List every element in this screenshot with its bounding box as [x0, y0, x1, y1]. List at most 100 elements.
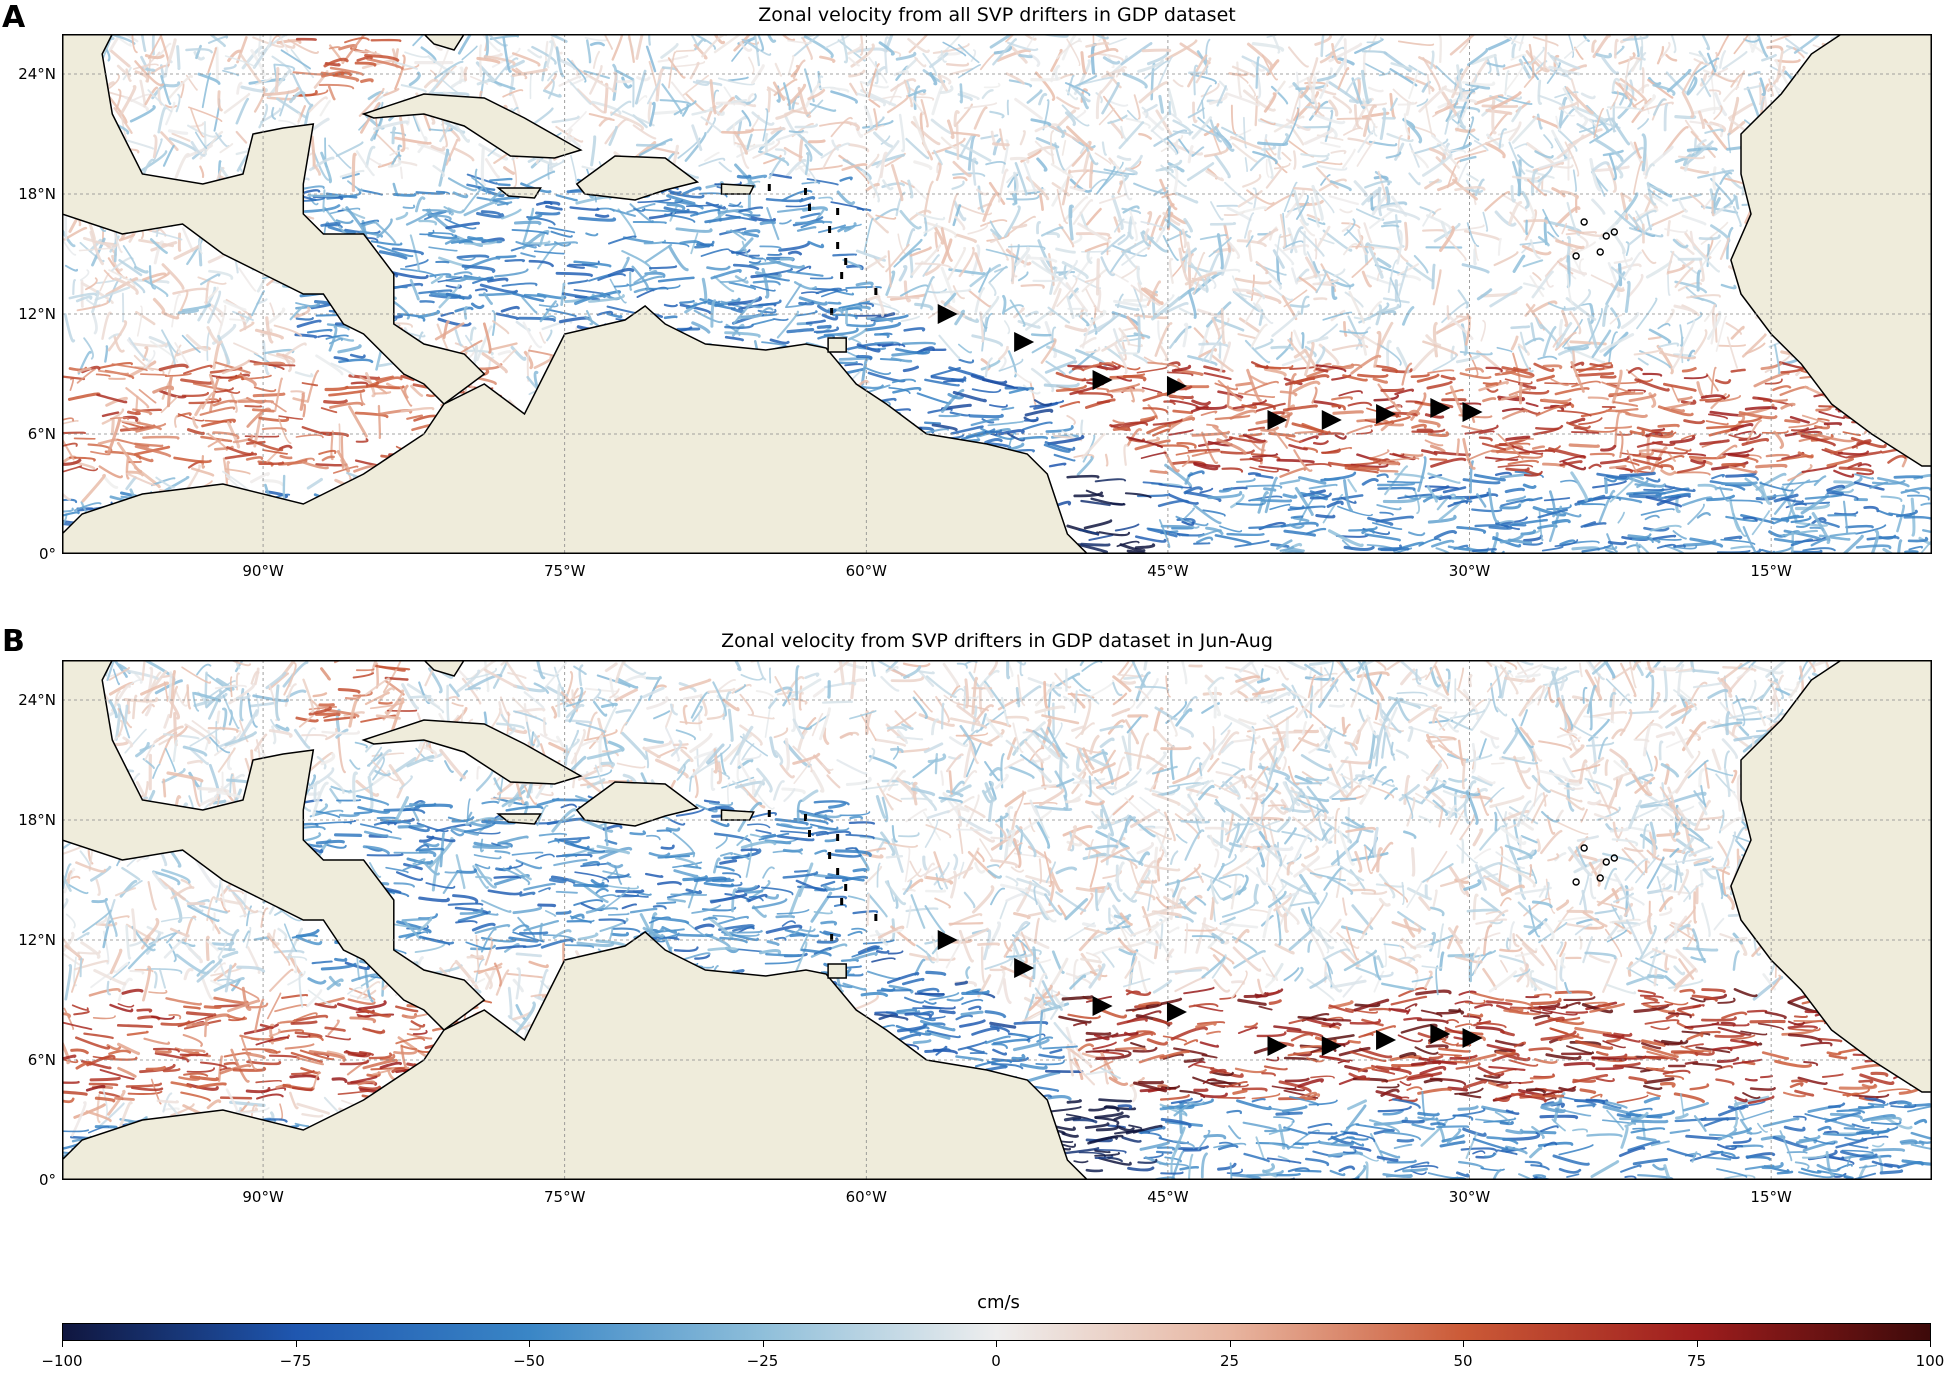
drifter-segment [336, 450, 351, 473]
drifter-segment [359, 230, 383, 238]
drifter-segment [1704, 128, 1724, 134]
drifter-segment [366, 57, 404, 70]
drifter-segment [137, 150, 168, 174]
drifter-segment [1818, 411, 1845, 419]
drifter-segment [1728, 96, 1740, 134]
drifter-segment [376, 218, 393, 239]
drifter-segment [1672, 530, 1687, 540]
drifter-segment [606, 312, 623, 319]
drifter-segment [1211, 317, 1221, 340]
drifter-segment [1575, 371, 1615, 377]
drifter-segment [1116, 376, 1133, 382]
drifter-segment [1314, 35, 1332, 46]
drifter-segment [1336, 117, 1372, 121]
drifter-segment [502, 349, 517, 363]
drifter-segment [108, 280, 119, 303]
drifter-segment [108, 34, 122, 52]
drifter-segment [830, 116, 853, 138]
drifter-segment [1730, 72, 1745, 88]
drifter-segment [1348, 98, 1372, 104]
drifter-segment [1059, 259, 1078, 282]
drifter-segment [611, 34, 624, 61]
drifter-segment [207, 432, 229, 451]
drifter-segment [409, 234, 420, 272]
drifter-segment [804, 152, 810, 176]
drifter-segment [1288, 523, 1305, 529]
drifter-segment [1559, 455, 1586, 463]
drifter-segment [1634, 378, 1670, 392]
drifter-segment [1230, 135, 1262, 150]
drifter-segment [197, 286, 217, 322]
drifter-segment [1635, 542, 1641, 554]
drifter-segment [1462, 116, 1475, 150]
drifter-segment [483, 55, 516, 66]
drifter-segment [1683, 374, 1709, 380]
drifter-segment [1038, 193, 1044, 211]
drifter-segment [62, 375, 86, 381]
drifter-segment [511, 68, 548, 77]
drifter-segment [621, 250, 652, 272]
drifter-segment [1138, 132, 1152, 140]
drifter-segment [557, 57, 577, 70]
drifter-segment [1634, 209, 1657, 223]
drifter-segment [127, 410, 141, 416]
drifter-segment [1416, 98, 1429, 107]
drifter-segment [1653, 454, 1685, 467]
drifter-segment [778, 242, 810, 252]
drifter-segment [1766, 494, 1787, 498]
drifter-segment [1005, 72, 1025, 85]
drifter-segment [768, 157, 786, 180]
drifter-segment [1023, 416, 1039, 422]
drifter-segment [489, 342, 518, 351]
drifter-segment [330, 430, 334, 461]
drifter-segment [1706, 52, 1717, 73]
drifter-segment [1451, 65, 1470, 99]
drifter-segment [355, 150, 375, 177]
drifter-segment [759, 220, 776, 226]
drifter-segment [1790, 531, 1794, 554]
drifter-segment [111, 254, 123, 272]
drifter-segment [1361, 528, 1376, 535]
drifter-segment [1904, 550, 1919, 554]
drifter-segment [1227, 405, 1245, 412]
drifter-segment [1009, 156, 1030, 164]
drifter-segment [1484, 191, 1511, 212]
drifter-segment [1284, 549, 1306, 554]
drifter-segment [175, 93, 181, 113]
drifter-segment [707, 298, 721, 304]
drifter-segment [134, 365, 165, 375]
drifter-segment [1351, 77, 1366, 110]
drifter-segment [1669, 435, 1696, 444]
drifter-segment [879, 151, 888, 179]
drifter-segment [989, 404, 1008, 408]
drifter-segment [1536, 374, 1555, 382]
drifter-segment [1153, 294, 1175, 316]
drifter-segment [1426, 214, 1452, 230]
drifter-segment [244, 435, 280, 438]
drifter-segment [1100, 73, 1115, 94]
drifter-segment [1072, 198, 1094, 225]
drifter-segment [1658, 342, 1680, 348]
drifter-segment [1554, 539, 1579, 548]
drifter-segment [1122, 72, 1148, 89]
drifter-segment [1581, 503, 1606, 506]
drifter-segment [1567, 345, 1589, 351]
drifter-segment [327, 225, 356, 235]
drifter-segment [1315, 346, 1326, 365]
drifter-segment [487, 277, 509, 283]
drifter-segment [201, 455, 206, 469]
drifter-segment [1156, 392, 1185, 401]
drifter-segment [988, 282, 997, 296]
drifter-segment [1055, 247, 1076, 254]
drifter-segment [238, 267, 257, 292]
drifter-segment [1648, 193, 1669, 207]
drifter-segment [1051, 326, 1057, 342]
drifter-segment [240, 85, 268, 93]
drifter-segment [1216, 233, 1224, 270]
drifter-segment [348, 374, 381, 380]
drifter-segment [1525, 50, 1550, 73]
drifter-segment [1727, 452, 1750, 458]
drifter-segment [1430, 50, 1435, 70]
drifter-segment [1396, 249, 1409, 263]
drifter-segment [1163, 450, 1180, 473]
